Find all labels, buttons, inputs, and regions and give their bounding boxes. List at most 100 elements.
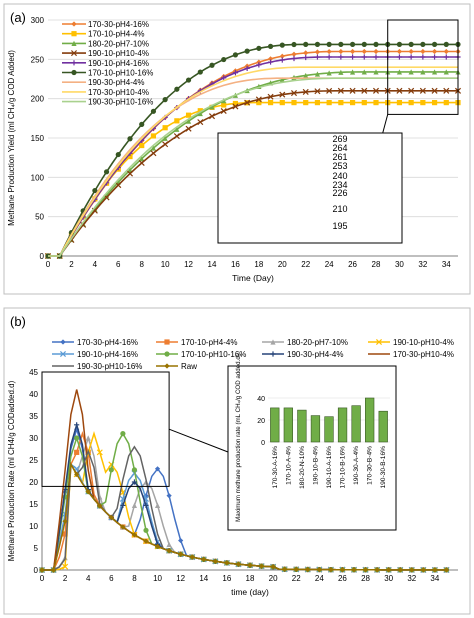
x-tick-label: 8 [139, 260, 144, 269]
series-point-6 [143, 502, 149, 508]
series-point-1 [314, 100, 321, 106]
series-point-3 [62, 563, 69, 570]
x-tick-label: 14 [208, 260, 217, 269]
series-point-9 [339, 567, 346, 573]
series-point-4 [232, 70, 239, 76]
inset-category-label: 190-10-A-16% [326, 446, 333, 489]
series-point-4 [326, 54, 332, 60]
y-axis-title: Methane Production Rate (ml CH4/g CODadd… [7, 380, 16, 561]
series-point-1 [139, 142, 145, 149]
series-point-9 [189, 554, 195, 560]
series-point-2 [209, 104, 215, 110]
legend-marker-1 [164, 339, 170, 345]
y-tick-label: 5 [34, 544, 39, 553]
legend-label: 190-30-pH4-4% [88, 78, 144, 87]
series-point-3 [279, 91, 286, 98]
y-axis-title: Methane Production Yield (ml CH₄/g COD A… [7, 50, 16, 226]
series-point-5 [303, 41, 309, 47]
x-tick-label: 8 [132, 574, 137, 583]
panel-b-label: (b) [10, 314, 26, 329]
series-point-2 [279, 77, 285, 83]
series-point-0 [443, 48, 449, 55]
legend-label: 190-10-pH4-16% [77, 350, 138, 359]
series-point-1 [396, 100, 403, 106]
legend-label: Raw [181, 362, 197, 371]
series-point-1 [232, 100, 239, 107]
series-point-1 [197, 108, 203, 114]
inset-category-label: 170-10-B-16% [340, 446, 347, 489]
series-point-3 [173, 133, 180, 140]
series-point-4 [314, 54, 321, 60]
y-tick-label: 20 [29, 478, 38, 487]
series-point-3 [337, 87, 344, 94]
series-point-3 [361, 87, 368, 94]
series-point-9 [386, 567, 392, 573]
x-tick-label: 2 [63, 574, 68, 583]
series-point-1 [338, 100, 344, 106]
series-point-9 [178, 551, 184, 557]
series-point-9 [409, 567, 415, 573]
series-point-1 [74, 449, 80, 455]
series-point-0 [326, 48, 332, 55]
series-point-6 [74, 422, 80, 428]
inset-category-label: 170-10-A-4% [285, 446, 292, 485]
series-point-9 [50, 567, 57, 573]
x-tick-label: 30 [395, 260, 404, 269]
callout-value: 269 [332, 134, 347, 144]
inset-bar [297, 409, 307, 443]
callout-connector [168, 428, 229, 453]
series-point-2 [431, 69, 438, 75]
series-point-9 [432, 567, 438, 573]
legend-marker-2 [270, 339, 276, 345]
series-point-9 [97, 503, 103, 509]
series-point-0 [408, 48, 414, 55]
series-point-2 [197, 110, 203, 117]
y-tick-label: 10 [29, 522, 38, 531]
series-point-1 [303, 100, 309, 106]
series-point-9 [443, 567, 450, 573]
series-point-3 [302, 88, 309, 95]
series-point-2 [349, 69, 356, 75]
x-tick-label: 0 [40, 574, 45, 583]
series-point-3 [408, 87, 415, 94]
inset-frame [227, 365, 397, 531]
series-point-0 [338, 48, 344, 55]
series-point-0 [314, 49, 321, 55]
series-point-5 [431, 41, 438, 47]
zoom-box [387, 19, 459, 115]
series-point-5 [103, 169, 110, 175]
inset-bar [270, 407, 280, 443]
series-point-9 [166, 548, 172, 554]
series-point-0 [420, 48, 426, 55]
series-point-4 [338, 54, 344, 60]
series-point-2 [420, 69, 426, 75]
series-point-0 [303, 50, 309, 56]
panel-a-label: (a) [10, 10, 26, 25]
series-point-2 [162, 135, 168, 141]
legend-marker-0 [71, 21, 77, 27]
callout-value: 261 [332, 152, 347, 162]
series-point-3 [232, 103, 239, 110]
y-tick-label: 30 [29, 434, 38, 443]
legend-label: 180-20-pH7-10% [287, 338, 348, 347]
inset-bar [378, 410, 388, 443]
series-point-9 [270, 564, 276, 570]
series-point-9 [362, 567, 369, 573]
series-point-0 [373, 48, 379, 55]
callout-value: 226 [332, 188, 347, 198]
series-point-4 [267, 59, 274, 65]
inset-bar [283, 407, 293, 443]
legend-label: 170-10-pH4-4% [88, 30, 144, 39]
series-point-3 [419, 87, 426, 94]
series-point-0 [396, 48, 403, 55]
series-point-9 [293, 566, 299, 572]
series-point-1 [162, 125, 168, 131]
callout-value: 240 [332, 171, 347, 181]
y-tick-label: 0 [34, 566, 39, 575]
series-point-1 [373, 100, 379, 106]
series-point-0 [178, 537, 184, 544]
series-point-4 [361, 54, 367, 60]
series-point-0 [291, 51, 297, 57]
series-point-2 [166, 541, 172, 547]
